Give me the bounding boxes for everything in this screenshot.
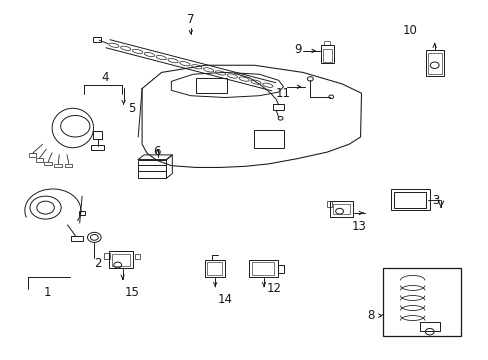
Bar [329, 201, 352, 217]
Text: 10: 10 [402, 23, 417, 37]
Text: 1: 1 [43, 287, 51, 300]
Bar [277, 265, 283, 273]
Bar [322, 49, 331, 62]
Text: 9: 9 [294, 42, 301, 55]
Bar [44, 162, 52, 165]
Bar [91, 145, 103, 149]
Text: 2: 2 [94, 257, 102, 270]
Bar [324, 41, 330, 45]
Text: 3: 3 [431, 194, 439, 207]
Bar [419, 321, 439, 330]
Text: 12: 12 [265, 282, 281, 295]
Bar [207, 262, 222, 275]
Bar [254, 130, 283, 148]
Bar [109, 251, 133, 268]
Text: 6: 6 [153, 145, 160, 158]
Bar [104, 253, 110, 258]
Text: 14: 14 [217, 293, 232, 306]
Bar [320, 45, 333, 63]
Bar [204, 260, 224, 277]
Bar [252, 262, 274, 275]
Bar [79, 211, 84, 215]
Bar [272, 104, 283, 110]
Bar [327, 201, 331, 207]
Bar [138, 159, 166, 178]
Text: 7: 7 [187, 13, 194, 26]
Bar [71, 235, 83, 241]
Bar [135, 253, 140, 258]
Text: 5: 5 [128, 102, 136, 115]
Bar [383, 268, 461, 336]
Bar [93, 37, 101, 42]
Text: 8: 8 [367, 309, 374, 322]
Bar [112, 253, 130, 266]
Text: 11: 11 [275, 87, 290, 100]
Bar [65, 163, 72, 167]
Bar [332, 204, 349, 215]
Bar [249, 260, 277, 277]
Bar [54, 163, 61, 167]
Text: 15: 15 [124, 286, 140, 299]
Text: 4: 4 [102, 71, 109, 84]
Bar [93, 131, 102, 139]
Bar [427, 53, 441, 74]
Bar [425, 50, 444, 76]
Bar [29, 153, 36, 157]
Text: 13: 13 [351, 220, 366, 233]
Bar [393, 192, 425, 208]
Bar [195, 78, 227, 93]
Bar [390, 189, 429, 210]
Bar [36, 158, 43, 162]
